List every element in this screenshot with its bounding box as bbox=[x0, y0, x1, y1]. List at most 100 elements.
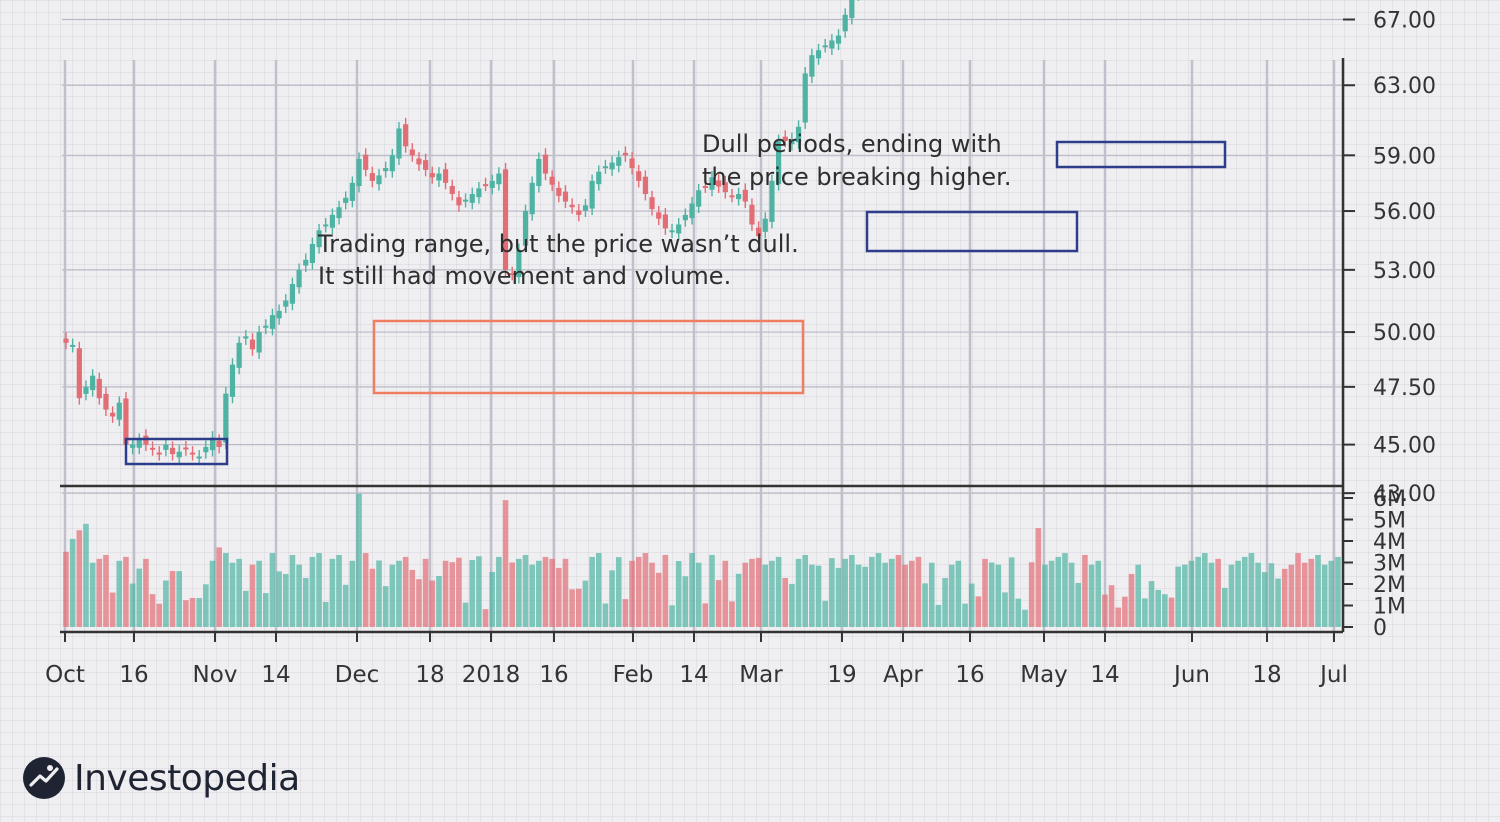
volume-bar bbox=[735, 573, 742, 627]
candle-body bbox=[762, 218, 768, 232]
volume-bar bbox=[675, 561, 682, 627]
volume-tick-label: 4M bbox=[1373, 530, 1406, 555]
volume-bar bbox=[322, 601, 329, 627]
date-axis-labels: Oct 16 Nov 14 Dec 18 2018 16 Feb 14 Mar 19 Apr 16 May 1… bbox=[45, 662, 1348, 688]
volume-bar bbox=[822, 600, 829, 627]
volume-bar bbox=[176, 571, 183, 627]
annotation-range-line1: Trading range, but the price wasn’t dull… bbox=[317, 230, 799, 258]
volume-bar bbox=[762, 564, 769, 627]
date-tick-label: 16 bbox=[955, 662, 984, 688]
volume-bar bbox=[336, 554, 342, 627]
volume-tick-label: 3M bbox=[1373, 552, 1406, 577]
price-axis-labels: 104.0096.0088.0083.0079.0075.0071.0067.0… bbox=[1373, 9, 1436, 508]
volume-bar bbox=[342, 584, 349, 627]
volume-bar bbox=[429, 580, 436, 627]
candle-body bbox=[696, 190, 702, 207]
candle-body bbox=[123, 398, 129, 445]
volume-bar bbox=[262, 593, 269, 627]
volume-bar bbox=[369, 568, 376, 627]
volume-bar bbox=[655, 572, 662, 627]
volume-bar bbox=[809, 564, 815, 627]
price-tick-label: 53.00 bbox=[1373, 259, 1436, 284]
volume-bar bbox=[1048, 560, 1055, 627]
volume-bar bbox=[382, 586, 389, 627]
volume-bar bbox=[116, 560, 123, 627]
date-tick-label: 14 bbox=[1090, 662, 1119, 688]
candle-body bbox=[736, 194, 742, 200]
volume-bar bbox=[216, 547, 222, 627]
date-tick-label: Jun bbox=[1172, 662, 1210, 688]
volume-bar bbox=[1135, 564, 1142, 627]
candle-body bbox=[116, 402, 122, 420]
volume-bar bbox=[276, 571, 282, 627]
volume-bar bbox=[103, 554, 109, 627]
volume-bar bbox=[769, 560, 775, 627]
candle-body bbox=[542, 154, 549, 174]
candle-body bbox=[789, 139, 795, 145]
volume-bar bbox=[522, 554, 529, 627]
dull-period-box-2 bbox=[865, 210, 1079, 253]
volume-bar bbox=[982, 558, 988, 627]
volume-bar bbox=[329, 558, 336, 627]
volume-bar bbox=[1202, 553, 1208, 627]
price-tick-label: 56.00 bbox=[1373, 200, 1436, 225]
volume-bar bbox=[968, 583, 975, 627]
volume-bar bbox=[855, 564, 862, 627]
volume-bar bbox=[622, 599, 629, 627]
candle-body bbox=[403, 124, 409, 147]
volume-bar bbox=[396, 560, 402, 627]
volume-bar bbox=[562, 558, 569, 627]
volume-bar bbox=[149, 594, 156, 627]
candle-body bbox=[522, 211, 529, 246]
date-tick-label: May bbox=[1020, 662, 1068, 688]
candle-body bbox=[216, 440, 222, 447]
date-tick-label: 2018 bbox=[462, 662, 521, 688]
volume-bar bbox=[1068, 562, 1075, 627]
volume-bar bbox=[1002, 592, 1008, 627]
volume-bar bbox=[962, 603, 968, 627]
volume-bar bbox=[389, 564, 396, 627]
volume-bar bbox=[629, 560, 635, 627]
volume-bar bbox=[802, 554, 809, 627]
candle-body bbox=[163, 444, 169, 450]
candle-body bbox=[842, 14, 848, 32]
candle-body bbox=[203, 446, 209, 453]
volume-bar bbox=[482, 609, 489, 627]
candle-body bbox=[702, 186, 708, 189]
candle-body bbox=[469, 194, 475, 203]
candle-body bbox=[229, 364, 236, 397]
volume-bar bbox=[1288, 564, 1295, 627]
volume-bar bbox=[203, 584, 209, 627]
volume-tick-label: 6M bbox=[1373, 487, 1406, 512]
volume-bar bbox=[269, 553, 276, 627]
volume-bar bbox=[302, 577, 309, 627]
volume-bar bbox=[1255, 562, 1261, 627]
volume-bar bbox=[536, 560, 542, 627]
candle-body bbox=[96, 378, 102, 399]
candle-body bbox=[802, 73, 808, 123]
candle-body bbox=[436, 173, 442, 181]
volume-bar bbox=[669, 605, 675, 627]
volume-tick-label: 5M bbox=[1373, 509, 1406, 534]
volume-bar bbox=[489, 571, 496, 627]
volume-bar bbox=[922, 583, 928, 627]
volume-bar bbox=[1055, 556, 1062, 627]
volume-bar bbox=[76, 530, 83, 627]
candlesticks bbox=[63, 0, 860, 464]
volume-bar bbox=[1308, 558, 1315, 627]
volume-bar bbox=[935, 604, 942, 627]
date-tick-label: Dec bbox=[335, 662, 380, 688]
candle-body bbox=[782, 136, 788, 141]
candle-body bbox=[209, 437, 216, 451]
candle-body bbox=[716, 180, 722, 187]
candle-body bbox=[509, 273, 515, 276]
volume-bar bbox=[829, 558, 835, 627]
volume-bar bbox=[742, 562, 749, 627]
volume-bar bbox=[249, 564, 256, 627]
volume-bar bbox=[1301, 562, 1308, 627]
candle-body bbox=[289, 284, 296, 304]
volume-bar bbox=[695, 562, 702, 627]
candle-body bbox=[662, 214, 668, 229]
candle-body bbox=[323, 224, 329, 227]
